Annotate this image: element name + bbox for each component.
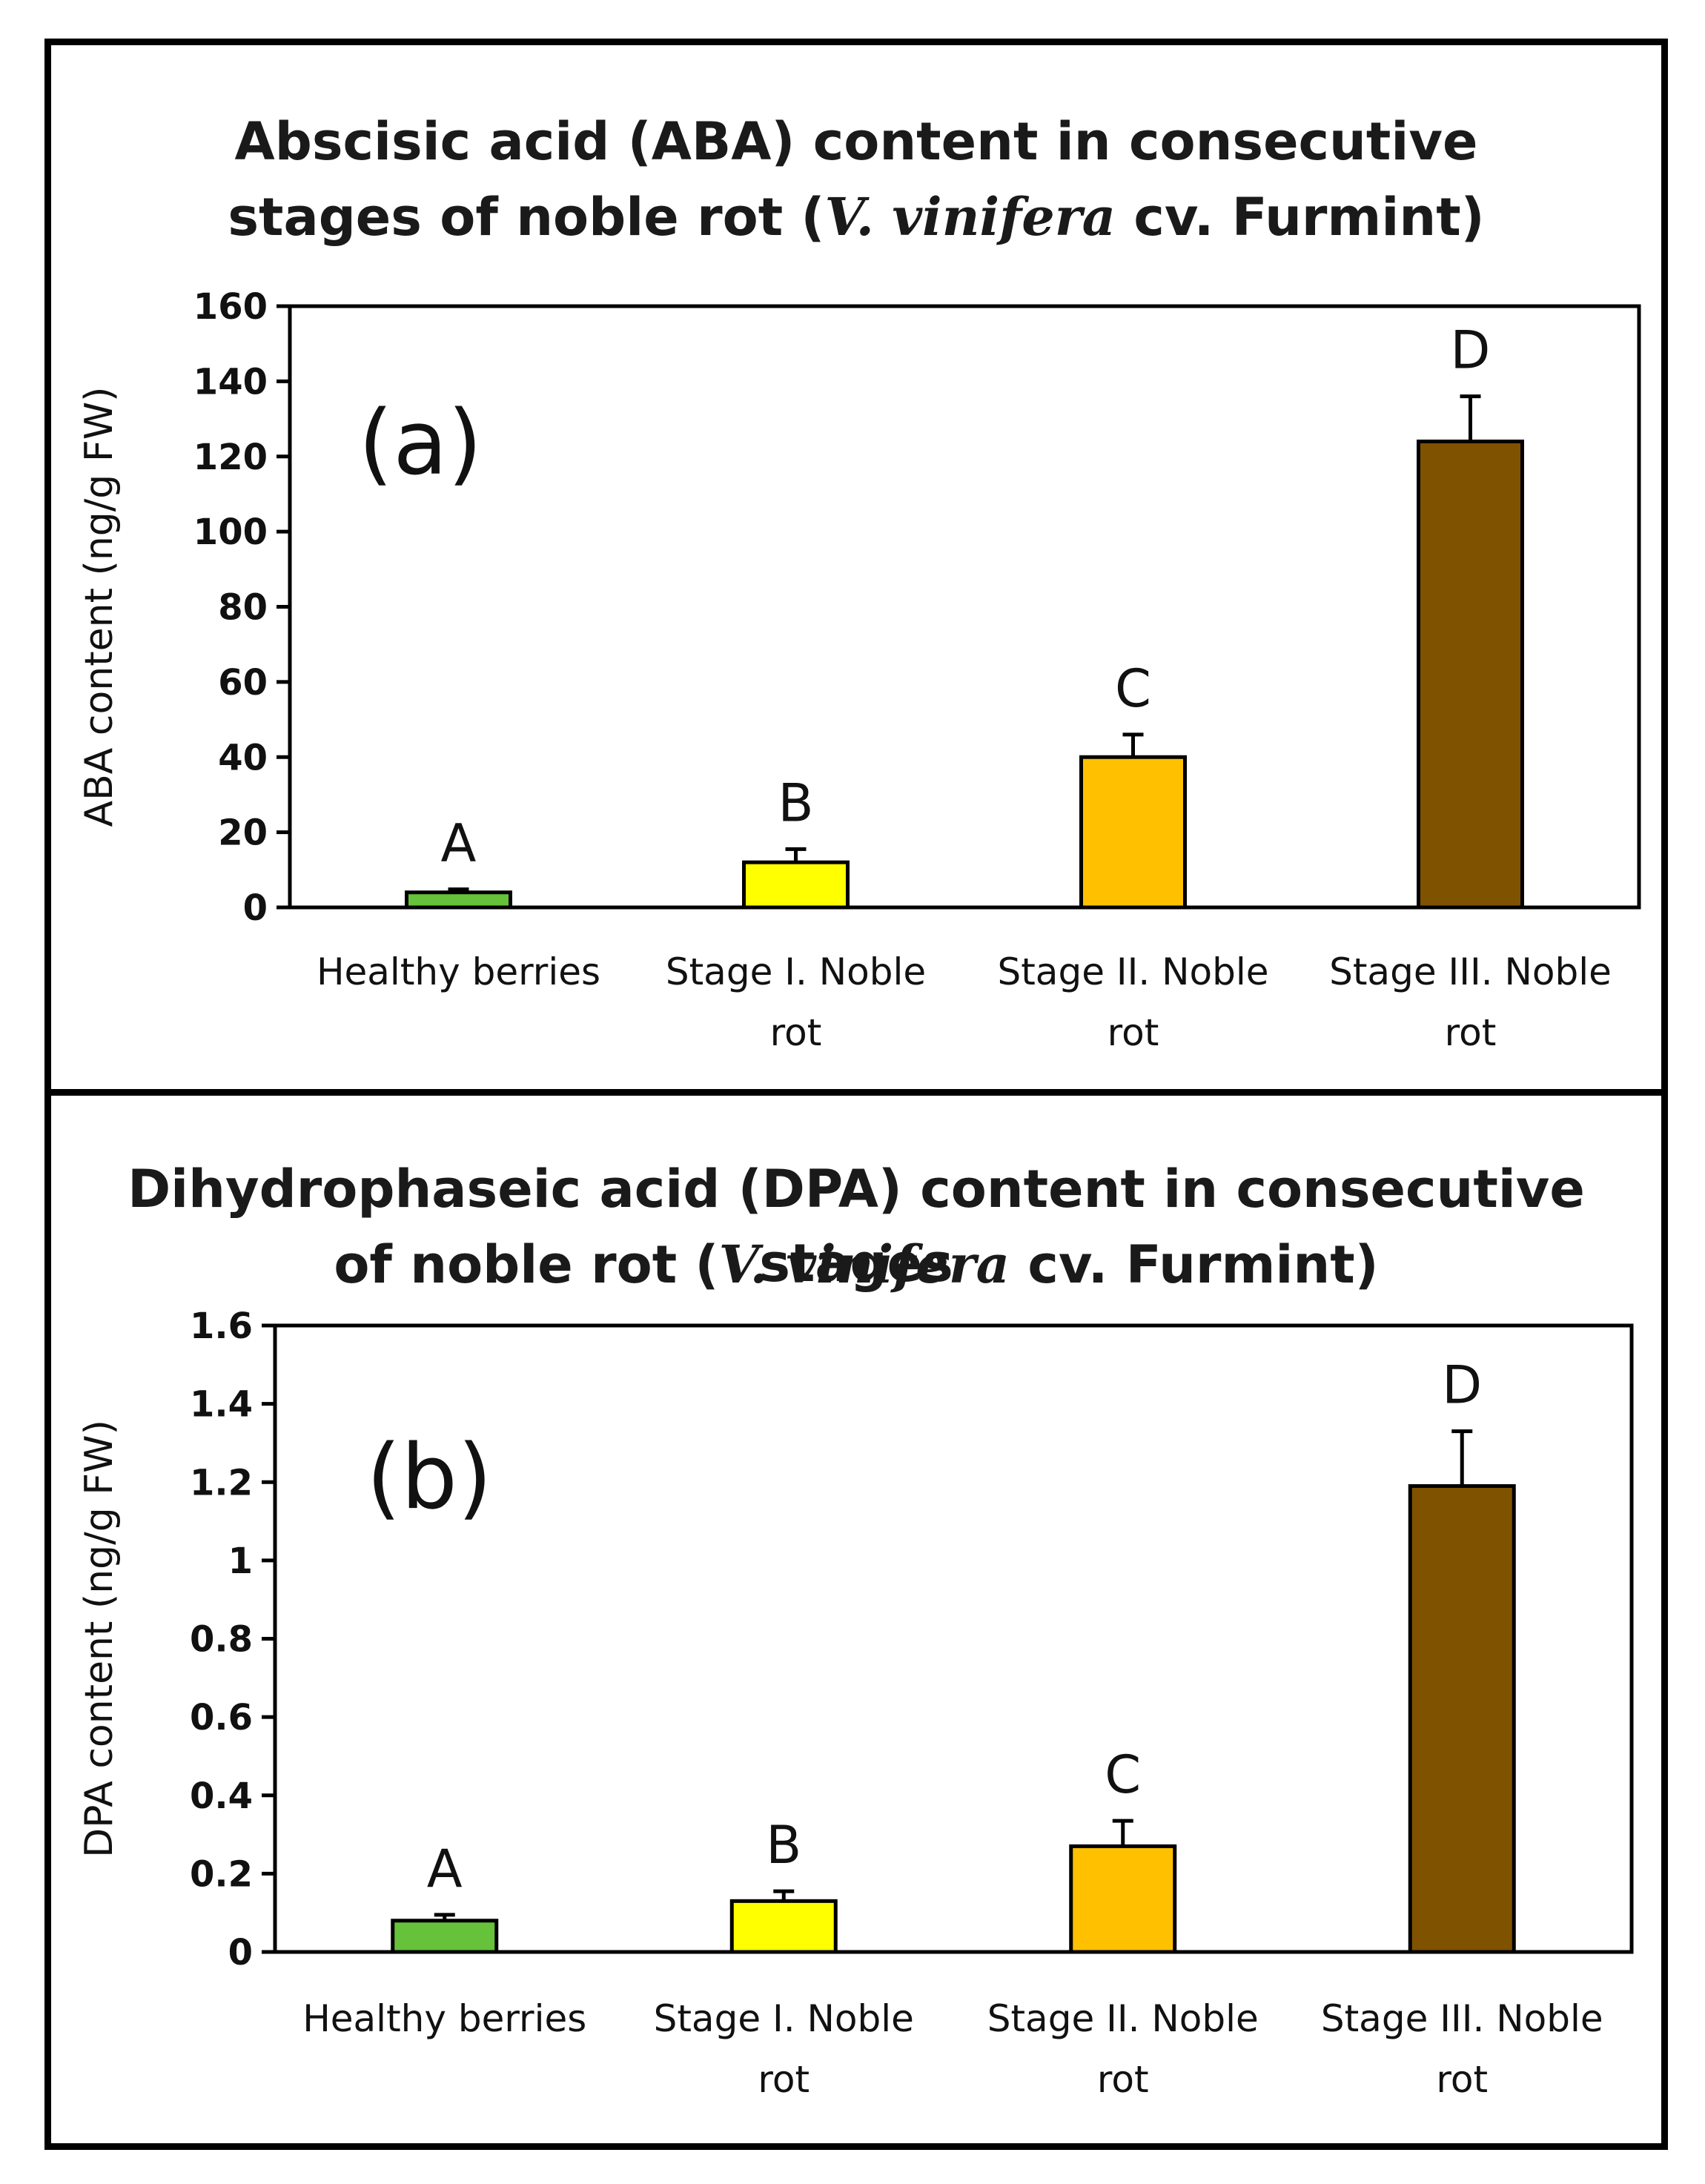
chart-title-line2: of noble rot (V. vinifera cv. Furmint) bbox=[334, 1234, 1379, 1295]
significance-letter: C bbox=[1115, 658, 1151, 719]
x-category-label: rot bbox=[1097, 2058, 1149, 2101]
bar bbox=[1079, 755, 1187, 910]
y-tick-label: 1.2 bbox=[190, 1462, 253, 1503]
y-tick-label: 0 bbox=[228, 1932, 253, 1973]
y-tick-label: 60 bbox=[218, 662, 268, 704]
panel-dpa: Dihydrophaseic acid (DPA) content in con… bbox=[44, 1089, 1668, 2150]
x-category-label: Stage I. Noble bbox=[654, 1997, 914, 2040]
significance-letter: C bbox=[1105, 1744, 1141, 1805]
y-tick-label: 0.6 bbox=[190, 1697, 253, 1738]
x-category-label: Healthy berries bbox=[317, 950, 600, 993]
y-tick-label: 0.8 bbox=[190, 1619, 253, 1661]
y-tick-label: 1.6 bbox=[190, 1306, 253, 1347]
chart-aba: 0 20 40 60 80 100 120 140 160 ABA content (ng/g F… bbox=[77, 286, 1641, 1054]
species-name: V. vinifera bbox=[718, 1234, 1010, 1295]
bar bbox=[391, 1919, 499, 1954]
significance-letter: D bbox=[1442, 1355, 1482, 1416]
significance-letter: D bbox=[1451, 320, 1491, 381]
panel-label: (a) bbox=[358, 392, 482, 495]
x-category-label: rot bbox=[1445, 1011, 1497, 1054]
significance-letter: B bbox=[778, 772, 813, 833]
x-category-label: rot bbox=[758, 2058, 810, 2101]
y-tick-label: 120 bbox=[193, 437, 268, 478]
bar bbox=[405, 890, 512, 910]
x-category-label: Stage I. Noble bbox=[666, 950, 926, 993]
bar bbox=[1069, 1844, 1177, 1954]
x-category-label: Stage II. Noble bbox=[987, 1997, 1259, 2040]
species-name: V. vinifera bbox=[824, 186, 1116, 248]
significance-letter: B bbox=[766, 1815, 801, 1876]
chart-dpa: 0 0.2 0.4 0.6 0.8 1 1.2 1.4 1.6 DPA content (ng/g… bbox=[77, 1306, 1634, 2101]
y-tick-label: 1 bbox=[228, 1541, 253, 1582]
bar bbox=[1417, 439, 1524, 910]
x-category-label: Stage II. Noble bbox=[997, 950, 1268, 993]
panel-aba: Abscisic acid (ABA) content in consecuti… bbox=[44, 39, 1668, 1096]
x-category-label: rot bbox=[1436, 2058, 1488, 2101]
panel-label: (b) bbox=[366, 1426, 492, 1529]
y-tick-label: 80 bbox=[218, 587, 268, 629]
y-tick-label: 100 bbox=[193, 512, 268, 553]
chart-title-line1: Dihydrophaseic acid (DPA) content in con… bbox=[128, 1159, 1585, 1294]
y-tick-label: 20 bbox=[218, 813, 268, 854]
bar bbox=[742, 860, 850, 910]
y-tick-label: 40 bbox=[218, 737, 268, 778]
chart-title-line2: stages of noble rot (V. vinifera cv. Fur… bbox=[228, 186, 1485, 248]
chart-title-line1: Abscisic acid (ABA) content in consecuti… bbox=[234, 111, 1478, 172]
bar bbox=[729, 1899, 838, 1954]
y-tick-label: 1.4 bbox=[190, 1384, 253, 1426]
y-axis-label: ABA content (ng/g FW) bbox=[77, 387, 122, 827]
y-tick-label: 160 bbox=[193, 286, 268, 328]
significance-letter: A bbox=[427, 1839, 463, 1899]
y-tick-label: 140 bbox=[193, 361, 268, 403]
y-tick-label: 0 bbox=[243, 887, 268, 929]
x-category-label: rot bbox=[1108, 1011, 1159, 1054]
x-category-label: Stage III. Noble bbox=[1321, 1997, 1603, 2040]
x-category-label: Healthy berries bbox=[302, 1997, 586, 2040]
bar bbox=[1408, 1484, 1516, 1954]
y-tick-label: 0.4 bbox=[190, 1776, 253, 1817]
x-category-label: Stage III. Noble bbox=[1329, 950, 1612, 993]
y-tick-label: 0.2 bbox=[190, 1853, 253, 1895]
x-category-label: rot bbox=[770, 1011, 822, 1054]
significance-letter: A bbox=[441, 813, 477, 874]
y-axis-label: DPA content (ng/g FW) bbox=[77, 1420, 122, 1858]
